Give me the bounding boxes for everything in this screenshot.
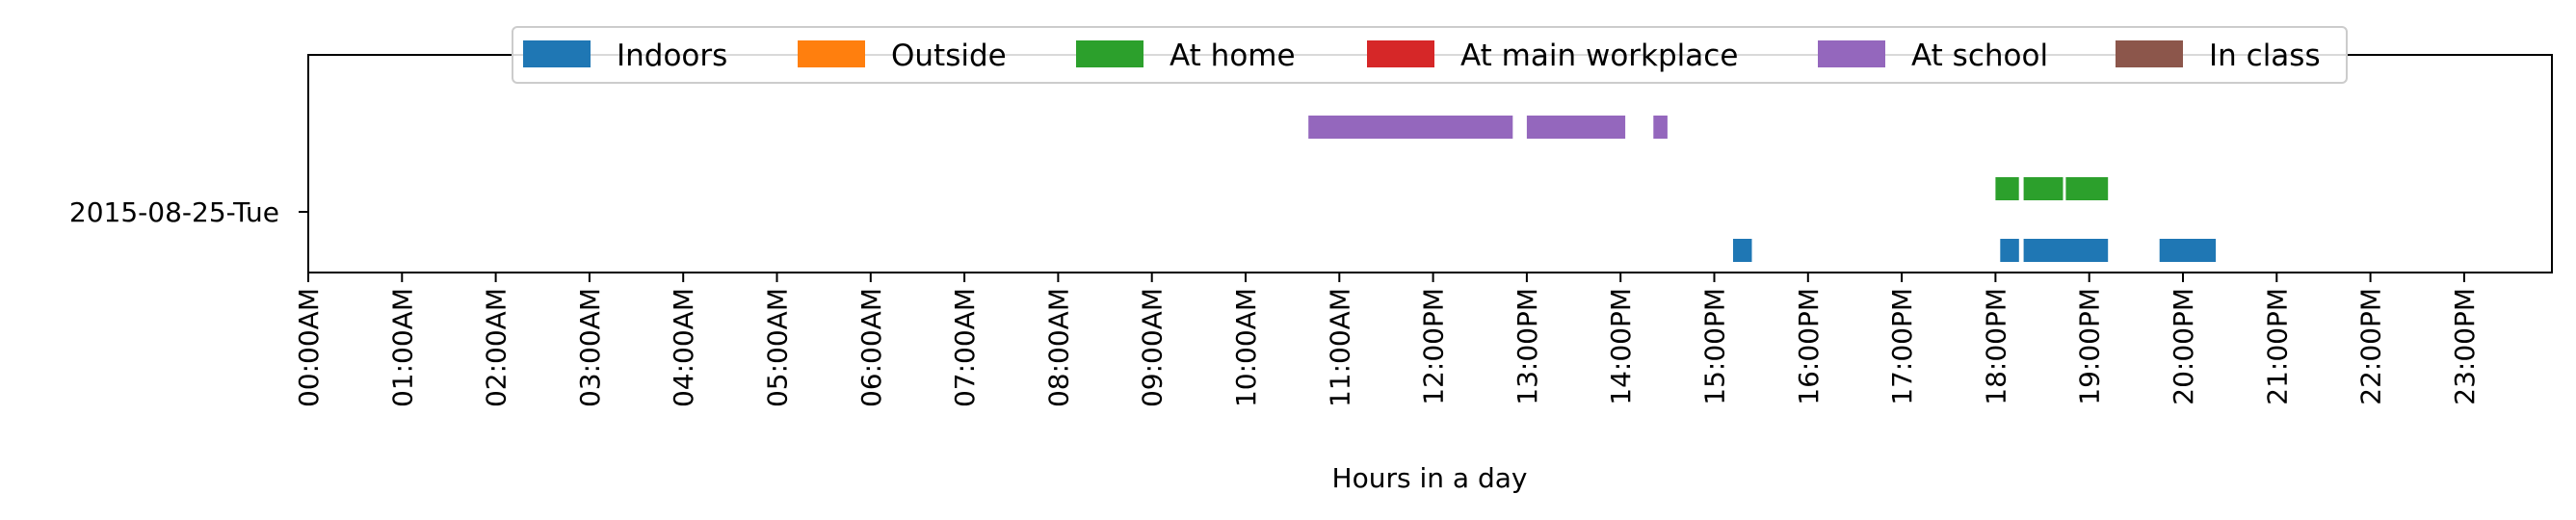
x-tick-label: 15:00PM <box>1699 288 1731 405</box>
x-tick-label: 05:00AM <box>762 288 794 407</box>
legend-swatch-outside <box>798 40 865 67</box>
legend-swatch-at-main-workplace <box>1367 40 1434 67</box>
bar-indoors-2 <box>2023 239 2109 262</box>
bar-at-home-2 <box>2065 177 2109 200</box>
bar-at-school-0 <box>1308 116 1513 139</box>
legend-label-at-home: At home <box>1170 39 1296 73</box>
legend-label-in-class: In class <box>2209 39 2321 73</box>
x-tick-label: 18:00PM <box>1980 288 2011 405</box>
x-tick-label: 20:00PM <box>2168 288 2199 405</box>
bar-at-home-0 <box>1995 177 2019 200</box>
x-tick-label: 13:00PM <box>1511 288 1543 405</box>
x-tick-label: 04:00AM <box>668 288 699 407</box>
x-tick-label: 17:00PM <box>1886 288 1918 405</box>
x-tick-label: 19:00PM <box>2074 288 2106 405</box>
legend-label-at-school: At school <box>1911 39 2048 73</box>
legend-swatch-at-school <box>1818 40 1885 67</box>
y-axis-ticks: 2015-08-25-Tue <box>69 196 308 228</box>
x-tick-label: 08:00AM <box>1042 288 1074 407</box>
x-tick-label: 02:00AM <box>481 288 513 407</box>
x-tick-label: 16:00PM <box>1793 288 1825 405</box>
bar-indoors-3 <box>2159 239 2217 262</box>
x-tick-label: 22:00PM <box>2355 288 2387 405</box>
x-tick-label: 07:00AM <box>949 288 981 407</box>
legend-label-outside: Outside <box>891 39 1007 73</box>
legend-label-indoors: Indoors <box>617 39 727 73</box>
x-tick-label: 09:00AM <box>1137 288 1169 407</box>
activity-bars <box>1308 116 2217 262</box>
x-axis-ticks: 00:00AM 01:00AM 02:00AM 03:00AM 04:00AM 05:00… <box>293 273 2481 407</box>
bar-indoors-0 <box>1733 239 1752 262</box>
x-tick-label: 11:00AM <box>1324 288 1355 407</box>
x-axis-label: Hours in a day <box>1332 462 1528 494</box>
x-tick-label: 06:00AM <box>855 288 887 407</box>
x-tick-label: 03:00AM <box>574 288 606 407</box>
legend-swatch-indoors <box>523 40 591 67</box>
x-tick-label: 14:00PM <box>1605 288 1637 405</box>
x-tick-label: 21:00PM <box>2261 288 2293 405</box>
legend: Indoors Outside At home At main workplace At… <box>512 26 2348 84</box>
legend-swatch-at-home <box>1076 40 1143 67</box>
x-tick-label: 00:00AM <box>293 288 325 407</box>
bar-at-school-1 <box>1526 116 1626 139</box>
x-tick-label: 01:00AM <box>386 288 418 407</box>
legend-swatch-in-class <box>2116 40 2183 67</box>
x-tick-label: 10:00AM <box>1230 288 1262 407</box>
x-tick-label: 23:00PM <box>2449 288 2481 405</box>
x-tick-label: 12:00PM <box>1418 288 1450 405</box>
legend-label-at-main-workplace: At main workplace <box>1460 39 1738 73</box>
y-tick-label: 2015-08-25-Tue <box>69 196 279 228</box>
bar-at-home-1 <box>2023 177 2063 200</box>
bar-indoors-1 <box>2000 239 2019 262</box>
bar-at-school-2 <box>1653 116 1668 139</box>
